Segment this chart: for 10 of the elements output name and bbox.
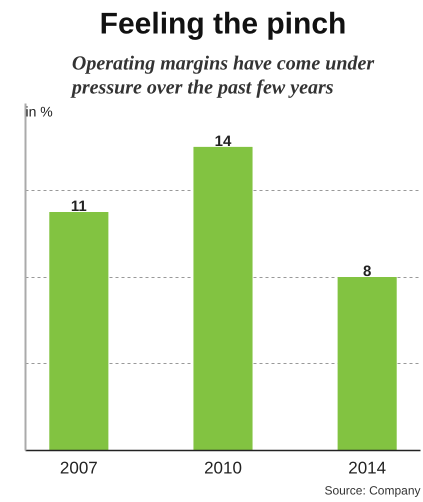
data-label: 11	[70, 198, 87, 215]
data-label: 8	[362, 263, 372, 280]
chart-subtitle: Operating margins have come under pressure over the past few years	[70, 52, 374, 98]
data-label: 14	[214, 132, 232, 150]
x-tick-label: 2010	[204, 458, 242, 478]
y-axis-title: in %	[26, 104, 53, 120]
x-tick-label: 2007	[60, 458, 98, 478]
x-tick-label: 2014	[348, 458, 386, 478]
source-note: Source: Company	[324, 484, 420, 498]
chart-title: Feeling the pinch	[100, 8, 346, 40]
